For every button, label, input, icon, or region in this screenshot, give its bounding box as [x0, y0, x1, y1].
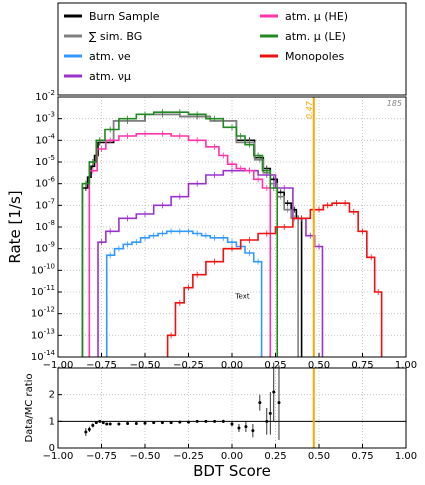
x-axis-label: BDT Score: [193, 462, 271, 480]
main-y-axis-label: Rate [1/s]: [6, 190, 24, 263]
y-tick-label: 10-9: [35, 241, 55, 255]
series-atm-he: [88, 133, 272, 357]
ratio-point: [213, 419, 217, 423]
x-tick-label: 0.00: [221, 360, 243, 371]
legend-label: atm. νμ: [89, 70, 131, 83]
ratio-point: [152, 421, 156, 425]
ratio-point: [221, 419, 225, 423]
legend-entry: ∑ sim. BG: [64, 30, 142, 43]
x-tick-label: −1.00: [43, 360, 74, 371]
ratio-x-tick-label: 0.25: [264, 451, 286, 462]
x-tick-label: 0.25: [264, 360, 286, 371]
x-tick-label: 1.00: [395, 360, 417, 371]
y-tick-label: 10-13: [31, 327, 55, 341]
ratio-x-tick-label: 0.00: [221, 451, 243, 462]
y-tick-label: 10-12: [31, 306, 55, 320]
y-tick-label: 10-8: [35, 219, 55, 233]
legend-label: ∑ sim. BG: [89, 30, 142, 43]
ratio-point: [101, 421, 105, 425]
ratio-y-axis-label: Data/MC ratio: [24, 373, 35, 442]
text-annotation: Text: [234, 293, 249, 301]
legend-entry: atm. μ (HE): [260, 10, 348, 23]
ratio-x-tick-label: 1.00: [395, 451, 417, 462]
legend-label: Burn Sample: [89, 10, 160, 23]
ratio-y-tick-label: 0: [49, 443, 55, 454]
ratio-x-tick-label: −1.00: [43, 451, 74, 462]
legend-label: atm. νe: [89, 50, 131, 63]
x-tick-label: −0.25: [173, 360, 204, 371]
series-monopoles: [166, 202, 383, 357]
y-tick-label: 10-10: [31, 262, 55, 276]
y-tick-label: 10-6: [35, 176, 55, 190]
ratio-point: [187, 420, 190, 424]
ratio-point: [237, 426, 241, 430]
legend-label: atm. μ (LE): [285, 30, 346, 43]
ratio-x-tick-label: −0.50: [130, 451, 161, 462]
ratio-point: [195, 419, 199, 423]
corner-label: 185: [387, 99, 402, 108]
ratio-point: [265, 419, 269, 423]
series-atm-le: [81, 111, 279, 357]
legend-entry: atm. μ (LE): [260, 30, 346, 43]
ratio-point: [230, 422, 234, 426]
ratio-x-tick-label: 0.75: [351, 451, 373, 462]
ratio-point: [94, 421, 98, 425]
x-tick-label: 0.50: [308, 360, 330, 371]
ratio-plot: −1.00 −0.75 −0.50 −0.25 0.00 0.25 0.50 0.75 1.00…: [43, 362, 417, 462]
y-tick-label: 10-5: [35, 154, 55, 168]
ratio-y-tick-label: 2: [49, 390, 55, 401]
legend-label: atm. μ (HE): [285, 10, 348, 23]
ratio-point: [126, 421, 130, 425]
ratio-x-tick-label: 0.50: [308, 451, 330, 462]
ratio-point: [105, 422, 109, 426]
ratio-point: [160, 421, 164, 425]
series-atm-e: [105, 230, 263, 357]
ratio-point: [258, 401, 262, 405]
y-tick-label: 10-7: [35, 197, 55, 211]
ratio-point: [84, 430, 88, 434]
ratio-point: [268, 411, 272, 415]
ratio-point: [272, 390, 276, 394]
legend-label: Monopoles: [285, 50, 344, 63]
ratio-point: [277, 401, 281, 405]
ratio-point: [98, 419, 102, 423]
ratio-point: [108, 422, 112, 426]
legend-entry: atm. νe: [64, 50, 131, 63]
ratio-point: [91, 423, 95, 427]
y-tick-label: 10-2: [35, 89, 55, 103]
ratio-point: [178, 420, 182, 424]
ratio-x-tick-label: −0.25: [173, 451, 204, 462]
legend: Burn Sample ∑ sim. BG atm. νe atm. νμ atm. μ…: [57, 2, 407, 96]
ratio-point: [117, 422, 121, 426]
ratio-point: [134, 421, 138, 425]
x-tick-label: −0.50: [130, 360, 161, 371]
main-plot: 0.47 185 Text −1.00 −0.75 −0.50 −0.25 0.00 0.…: [31, 89, 417, 371]
ratio-x-tick-label: −0.75: [86, 451, 117, 462]
ratio-point: [204, 419, 208, 423]
y-tick-label: 10-11: [31, 284, 55, 298]
ratio-y-tick-label: 1: [49, 416, 55, 427]
y-tick-label: 10-3: [35, 111, 55, 125]
ratio-point: [143, 421, 147, 425]
y-tick-label: 10-14: [31, 349, 56, 363]
cut-label: 0.47: [305, 100, 314, 119]
y-tick-label: 10-4: [35, 132, 55, 146]
legend-entry: Burn Sample: [64, 10, 160, 23]
ratio-point: [169, 421, 173, 425]
ratio-point: [87, 427, 91, 431]
x-tick-label: −0.75: [86, 360, 117, 371]
ratio-point: [251, 429, 255, 433]
ratio-point: [244, 425, 248, 429]
x-tick-label: 0.75: [351, 360, 373, 371]
legend-entry: Monopoles: [260, 50, 344, 63]
legend-entry: atm. νμ: [64, 70, 131, 83]
